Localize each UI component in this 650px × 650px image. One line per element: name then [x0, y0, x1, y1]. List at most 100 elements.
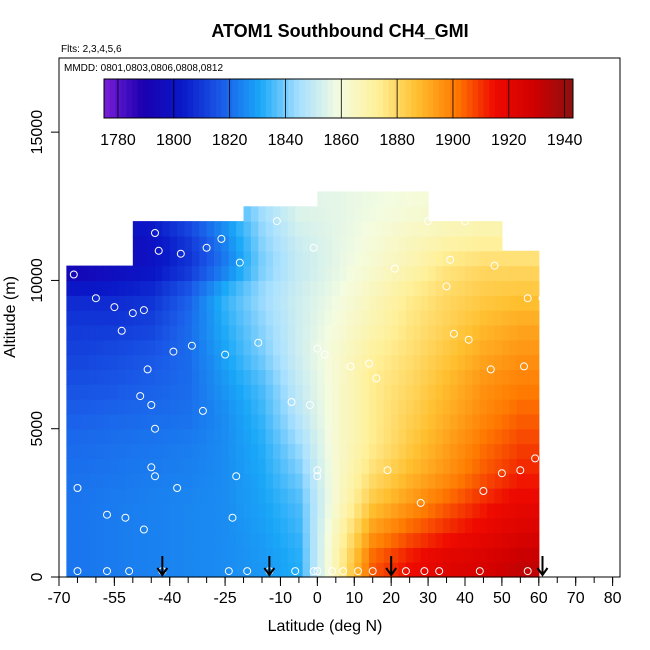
heat-cell — [317, 473, 326, 489]
heat-cell — [369, 547, 378, 563]
heat-cell — [324, 413, 333, 430]
flights-label: Flts: 2,3,4,5,6 — [61, 44, 122, 55]
heat-cell — [88, 369, 97, 385]
heat-cell — [472, 265, 481, 282]
colorbar-segment — [472, 79, 479, 118]
heat-cell — [413, 280, 422, 296]
heat-cell — [361, 384, 370, 400]
heat-cell — [494, 547, 503, 563]
heat-cell — [524, 532, 533, 548]
heat-cell — [405, 250, 414, 267]
heat-cell — [295, 206, 304, 222]
heat-cell — [472, 310, 481, 326]
heat-cell — [132, 265, 141, 282]
heat-cell — [88, 443, 97, 459]
heat-cell — [103, 354, 112, 370]
heat-cell — [140, 339, 149, 356]
heat-cell — [509, 547, 518, 563]
heat-cell — [339, 206, 348, 222]
heat-cell — [132, 295, 141, 311]
heat-cell — [295, 562, 304, 578]
heat-cell — [494, 250, 503, 267]
heat-cell — [332, 310, 341, 326]
heat-cell — [236, 517, 245, 534]
heat-cell — [169, 295, 178, 311]
heat-cell — [383, 324, 392, 341]
heat-cell — [317, 280, 326, 296]
heat-cell — [236, 384, 245, 400]
obs-point — [313, 567, 322, 576]
heat-cell — [464, 235, 473, 252]
heat-cell — [169, 369, 178, 385]
heat-cell — [221, 488, 230, 504]
heat-cell — [154, 250, 163, 267]
obs-point — [151, 424, 159, 433]
heat-cell — [354, 310, 363, 326]
heat-cell — [531, 295, 540, 311]
heat-cell — [324, 488, 333, 504]
heat-cell — [398, 547, 407, 563]
heat-cell — [132, 250, 141, 267]
colorbar-segment — [104, 79, 111, 118]
x-tick-label: 20 — [382, 590, 400, 607]
colorbar-segment — [243, 79, 250, 118]
heat-cell — [509, 562, 518, 578]
heat-cell — [442, 547, 451, 563]
heat-cell — [479, 562, 488, 578]
heat-cell — [435, 473, 444, 489]
heat-cell — [147, 473, 156, 489]
heat-cell — [169, 235, 178, 252]
obs-point — [121, 513, 130, 522]
heat-cell — [464, 265, 473, 282]
heat-cell — [450, 517, 459, 534]
colorbar-segment — [260, 79, 267, 118]
heat-cell — [442, 235, 451, 252]
heat-cell — [162, 265, 171, 282]
heat-cell — [191, 235, 200, 252]
heat-cell — [398, 532, 407, 548]
heat-cell — [265, 235, 274, 252]
heat-cell — [376, 413, 385, 430]
heat-cell — [524, 354, 533, 370]
observation-points — [69, 217, 610, 576]
heat-cell — [199, 221, 208, 237]
heat-cell — [339, 547, 348, 563]
heat-cell — [280, 235, 289, 252]
obs-point — [313, 466, 322, 475]
heat-cell — [147, 399, 156, 415]
heat-cell — [413, 547, 422, 563]
plot-frame — [58, 57, 621, 578]
colorbar-segment — [126, 79, 133, 118]
heat-cell — [339, 191, 348, 207]
heat-cell — [398, 339, 407, 356]
heat-cell — [81, 562, 90, 578]
heat-cell — [376, 310, 385, 326]
heat-cell — [391, 532, 400, 548]
heat-cell — [140, 369, 149, 385]
heat-cell — [369, 354, 378, 370]
heat-cell — [457, 517, 466, 534]
obs-point — [291, 567, 300, 576]
heat-cell — [516, 488, 525, 504]
obs-point — [365, 359, 373, 368]
heat-cell — [250, 250, 259, 267]
heat-cell — [457, 428, 466, 445]
heat-cell — [140, 295, 149, 311]
heat-cell — [66, 324, 75, 341]
heat-cell — [132, 562, 141, 578]
heat-cell — [361, 562, 370, 578]
heat-cell — [214, 443, 222, 459]
heat-cell — [154, 399, 163, 415]
heat-cell — [265, 265, 274, 282]
heat-cell — [73, 399, 82, 415]
x-tick-label: 60 — [530, 590, 548, 607]
heat-cell — [169, 458, 178, 474]
heat-cell — [81, 458, 90, 474]
heat-cell — [413, 413, 422, 430]
heat-cell — [103, 339, 112, 356]
heat-cell — [95, 354, 104, 370]
obs-point — [151, 472, 159, 481]
heat-cell — [103, 265, 112, 282]
heat-cell — [66, 517, 75, 534]
heat-cell — [309, 265, 318, 282]
